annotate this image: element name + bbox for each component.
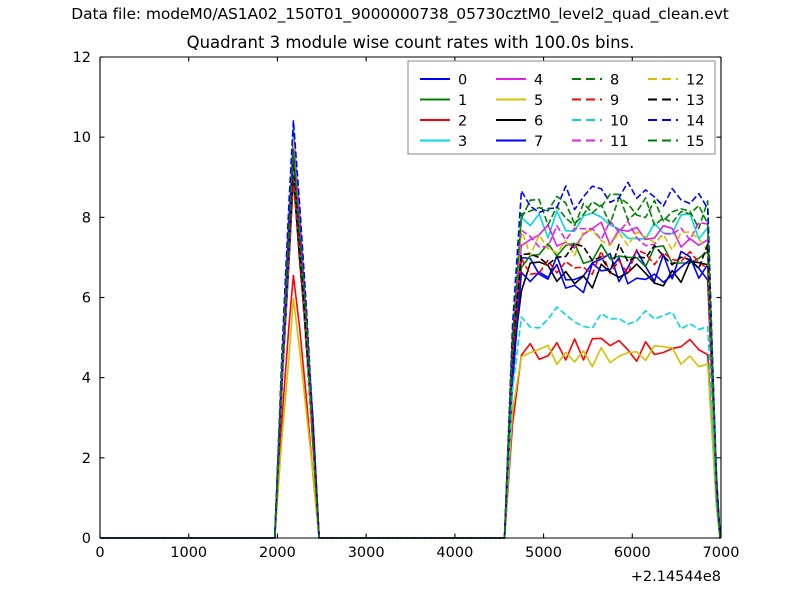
y-tick-label: 0 xyxy=(82,531,91,547)
legend-label-10: 10 xyxy=(610,114,628,130)
series-line-11 xyxy=(100,132,721,539)
series-line-0 xyxy=(100,175,721,539)
y-tick-label: 2 xyxy=(82,451,91,467)
x-tick-label: 5000 xyxy=(525,545,562,561)
series-line-7 xyxy=(100,152,721,539)
series-line-10 xyxy=(100,158,721,539)
legend-label-2: 2 xyxy=(458,114,467,130)
tick-labels-group: 0 1000 2000 3000 4000 5000 6000 7000024681012+2… xyxy=(73,50,740,585)
legend-label-9: 9 xyxy=(610,93,619,109)
legend-label-12: 12 xyxy=(686,73,704,89)
legend-label-14: 14 xyxy=(686,114,704,130)
series-line-3 xyxy=(100,127,721,539)
series-line-12 xyxy=(100,139,721,539)
series-line-15 xyxy=(100,148,721,539)
legend-label-8: 8 xyxy=(610,73,619,89)
legend-label-3: 3 xyxy=(458,134,467,150)
x-tick-label: 6000 xyxy=(614,545,651,561)
series-line-8 xyxy=(100,143,721,539)
series-line-9 xyxy=(100,178,721,539)
y-tick-label: 6 xyxy=(82,291,91,307)
data-file-suptitle: Data file: modeM0/AS1A02_150T01_90000007… xyxy=(71,5,729,23)
x-tick-label: 3000 xyxy=(348,545,385,561)
series-line-4 xyxy=(100,141,721,539)
chart-title: Quadrant 3 module wise count rates with … xyxy=(186,33,635,52)
x-tick-label: 2000 xyxy=(259,545,296,561)
legend-label-13: 13 xyxy=(686,93,704,109)
legend-label-6: 6 xyxy=(534,114,543,130)
legend-label-5: 5 xyxy=(534,93,543,109)
x-tick-label: 0 xyxy=(95,545,104,561)
x-tick-label: 4000 xyxy=(436,545,473,561)
y-tick-label: 4 xyxy=(82,371,91,387)
legend-label-15: 15 xyxy=(686,134,704,150)
legend-label-1: 1 xyxy=(458,93,467,109)
legend-label-11: 11 xyxy=(610,134,628,150)
series-line-2 xyxy=(100,274,721,539)
legend-box xyxy=(407,60,716,155)
series-line-5 xyxy=(100,297,721,539)
series-line-14 xyxy=(100,120,721,539)
data-lines-group xyxy=(100,120,721,539)
x-tick-label: 7000 xyxy=(703,545,740,561)
legend-label-7: 7 xyxy=(534,134,543,150)
x-tick-label: 1000 xyxy=(170,545,207,561)
y-tick-label: 12 xyxy=(73,50,91,66)
legend-label-0: 0 xyxy=(458,73,467,89)
y-tick-label: 10 xyxy=(73,130,91,146)
y-tick-label: 8 xyxy=(82,210,91,226)
legend-label-4: 4 xyxy=(534,73,543,89)
series-line-1 xyxy=(100,145,721,539)
x-axis-offset-label: +2.14544e8 xyxy=(631,569,721,585)
